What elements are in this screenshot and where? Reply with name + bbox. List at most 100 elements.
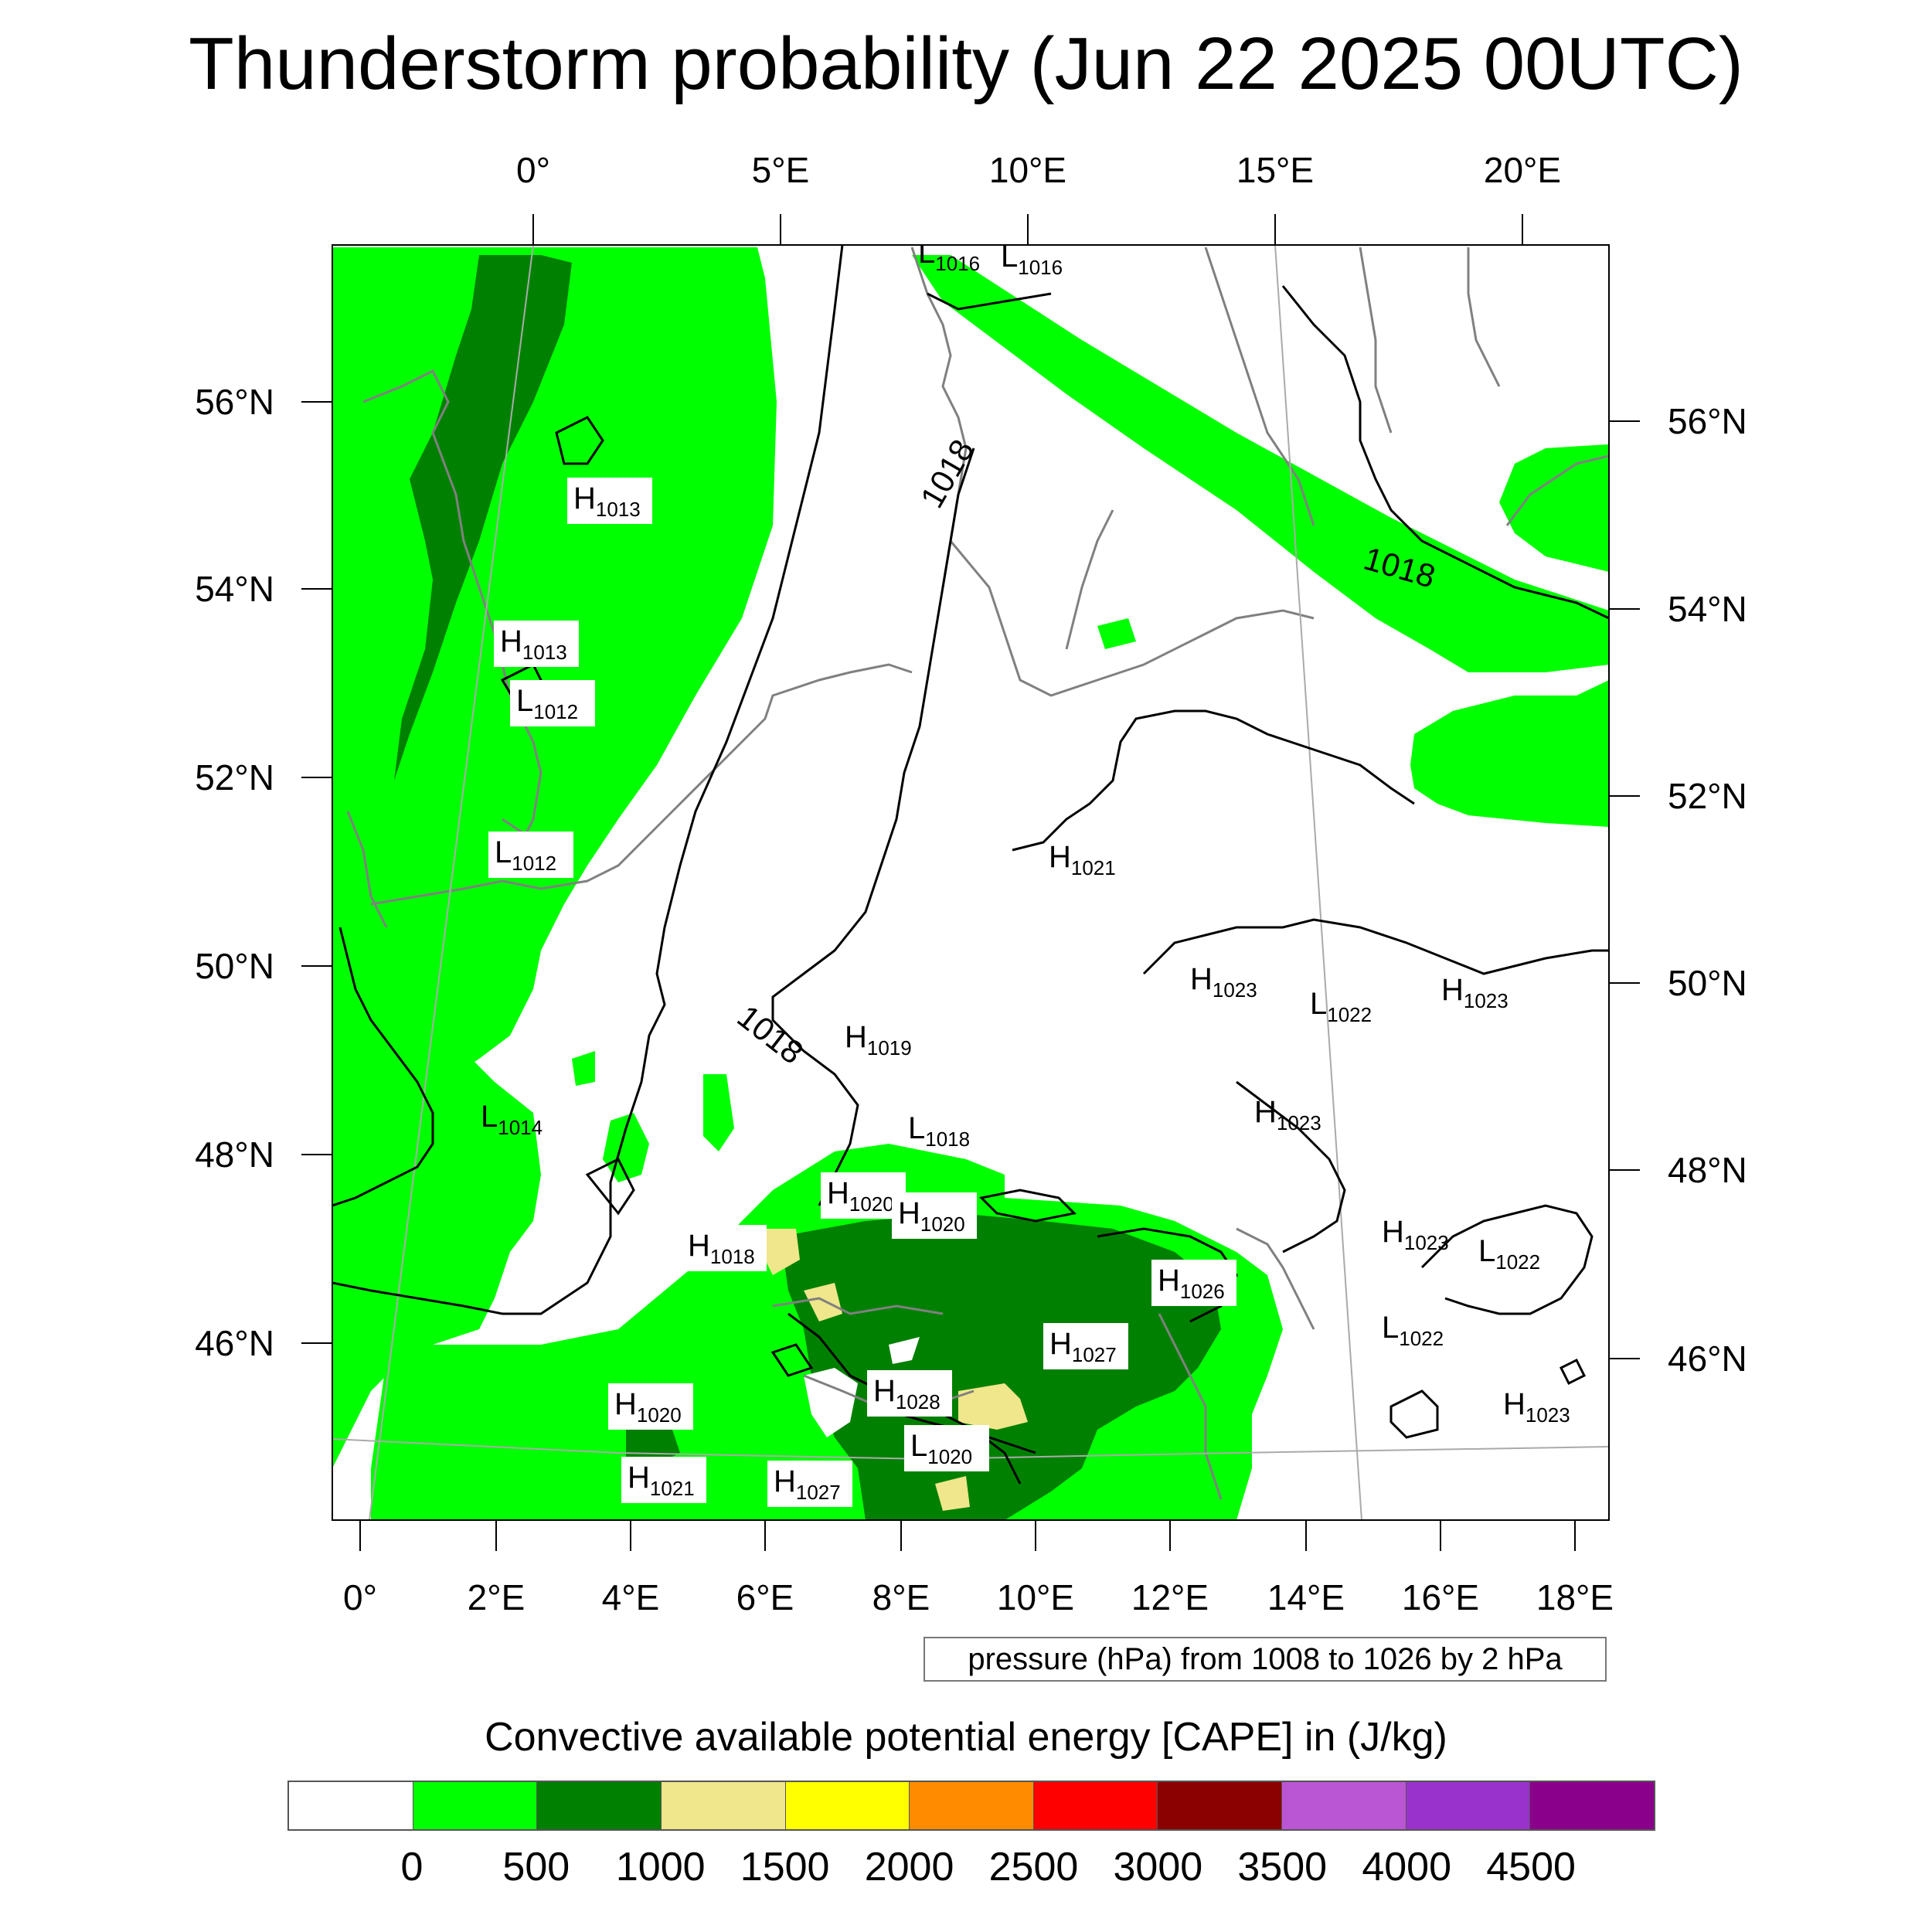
map-panel: 1018 1018 1018 L1016 L1016H1013H1013L1012… bbox=[332, 236, 1609, 1520]
high-pressure-center: H1013 bbox=[494, 621, 579, 667]
svg-text:H1023: H1023 bbox=[1190, 962, 1257, 1002]
bottom-lon-label: 10°E bbox=[997, 1577, 1074, 1617]
bottom-lon-label: 6°E bbox=[736, 1577, 794, 1617]
high-pressure-center: H1023 bbox=[1382, 1215, 1449, 1254]
bottom-lon-label: 18°E bbox=[1536, 1577, 1614, 1617]
colorbar-swatch bbox=[1033, 1782, 1158, 1829]
svg-text:H1027: H1027 bbox=[774, 1464, 841, 1504]
svg-text:H1021: H1021 bbox=[628, 1461, 695, 1500]
low-pressure-center: L1022 bbox=[1382, 1311, 1444, 1350]
svg-text:H1023: H1023 bbox=[1441, 973, 1509, 1012]
colorbar bbox=[287, 1781, 1655, 1831]
low-pressure-center: L1020 bbox=[904, 1425, 989, 1471]
high-pressure-center: H1020 bbox=[608, 1383, 693, 1430]
colorbar-label: 4500 bbox=[1486, 1845, 1576, 1889]
colorbar-label: 1000 bbox=[615, 1845, 706, 1889]
bottom-lon-label: 0° bbox=[343, 1577, 377, 1617]
svg-text:H1023: H1023 bbox=[1382, 1215, 1449, 1254]
bottom-lon-label: 14°E bbox=[1267, 1577, 1345, 1617]
svg-text:L1012: L1012 bbox=[495, 835, 556, 875]
svg-text:H1027: H1027 bbox=[1049, 1327, 1117, 1366]
cape-1000-1500-fields bbox=[765, 1229, 1028, 1511]
high-pressure-center: H1013 bbox=[567, 478, 652, 524]
svg-text:L1020: L1020 bbox=[910, 1429, 972, 1468]
colorbar-label: 500 bbox=[502, 1845, 570, 1889]
svg-text:L1016: L1016 bbox=[1001, 240, 1063, 279]
top-lon-label: 10°E bbox=[989, 150, 1066, 190]
low-pressure-center: L1018 bbox=[908, 1111, 970, 1151]
right-lat-axis: 56°N 54°N 52°N 50°N 48°N 46°N bbox=[1609, 401, 1747, 1379]
high-pressure-center: H1019 bbox=[845, 1020, 912, 1060]
svg-text:H1020: H1020 bbox=[614, 1387, 682, 1427]
high-pressure-center: H1023 bbox=[1190, 962, 1257, 1002]
svg-text:H1019: H1019 bbox=[845, 1020, 912, 1060]
low-pressure-center: L1012 bbox=[488, 832, 573, 878]
colorbar-swatch bbox=[1406, 1782, 1531, 1829]
svg-text:H1021: H1021 bbox=[1049, 840, 1116, 879]
svg-text:H1023: H1023 bbox=[1254, 1095, 1321, 1134]
colorbar-swatch bbox=[1282, 1782, 1406, 1829]
top-lon-label: 5°E bbox=[752, 150, 810, 190]
low-pressure-center: L1016 bbox=[918, 236, 980, 275]
svg-text:H1013: H1013 bbox=[500, 624, 567, 664]
left-lat-label: 54°N bbox=[195, 569, 274, 609]
svg-text:L1022: L1022 bbox=[1310, 987, 1372, 1026]
colorbar-swatch bbox=[661, 1782, 786, 1829]
bottom-lon-label: 8°E bbox=[872, 1577, 930, 1617]
high-pressure-center: H1020 bbox=[892, 1192, 977, 1239]
pressure-note: pressure (hPa) from 1008 to 1026 by 2 hP… bbox=[923, 1637, 1607, 1682]
colorbar-swatch bbox=[1530, 1782, 1655, 1829]
right-lat-label: 48°N bbox=[1668, 1150, 1747, 1190]
svg-text:L1016: L1016 bbox=[918, 236, 980, 275]
high-pressure-center: H1021 bbox=[621, 1457, 706, 1503]
right-lat-label: 56°N bbox=[1668, 401, 1747, 441]
right-lat-label: 54°N bbox=[1668, 589, 1747, 629]
svg-text:H1013: H1013 bbox=[573, 481, 641, 521]
left-lat-axis: 56°N 54°N 52°N 50°N 48°N 46°N bbox=[195, 382, 332, 1363]
svg-text:H1020: H1020 bbox=[898, 1196, 965, 1236]
high-pressure-center: H1023 bbox=[1503, 1387, 1570, 1427]
bottom-lon-label: 16°E bbox=[1402, 1577, 1479, 1617]
colorbar-label: 2000 bbox=[864, 1845, 954, 1889]
colorbar-label: 4000 bbox=[1362, 1845, 1452, 1889]
bottom-lon-label: 12°E bbox=[1131, 1577, 1209, 1617]
colorbar-label: 3500 bbox=[1237, 1845, 1328, 1889]
top-lon-label: 20°E bbox=[1484, 150, 1561, 190]
top-lon-label: 0° bbox=[516, 150, 550, 190]
coastlines bbox=[346, 247, 1609, 1500]
svg-text:H1026: H1026 bbox=[1158, 1264, 1225, 1303]
high-pressure-center: H1027 bbox=[767, 1461, 852, 1507]
high-pressure-center: H1023 bbox=[1441, 973, 1509, 1012]
high-pressure-center: H1021 bbox=[1049, 840, 1116, 879]
svg-text:H1028: H1028 bbox=[873, 1374, 940, 1413]
isobars bbox=[332, 245, 1609, 1485]
low-pressure-center: L1022 bbox=[1310, 987, 1372, 1026]
low-pressure-center: L1016 bbox=[1001, 240, 1063, 279]
right-lat-label: 50°N bbox=[1668, 963, 1747, 1003]
top-lon-label: 15°E bbox=[1236, 150, 1314, 190]
colorbar-swatch bbox=[289, 1782, 413, 1829]
colorbar-title: Convective available potential energy [C… bbox=[485, 1715, 1447, 1760]
map-title: Thunderstorm probability (Jun 22 2025 00… bbox=[189, 22, 1743, 105]
map-frame bbox=[332, 244, 1610, 1521]
high-pressure-center: H1028 bbox=[867, 1370, 952, 1417]
high-pressure-center: H1027 bbox=[1043, 1323, 1128, 1369]
colorbar-swatch bbox=[1158, 1782, 1283, 1829]
left-lat-label: 52°N bbox=[195, 757, 274, 798]
left-lat-label: 50°N bbox=[195, 946, 274, 986]
low-pressure-center: L1012 bbox=[510, 680, 595, 726]
bottom-lon-label: 2°E bbox=[468, 1577, 526, 1617]
svg-text:H1023: H1023 bbox=[1503, 1387, 1570, 1427]
svg-text:L1022: L1022 bbox=[1478, 1234, 1540, 1274]
left-lat-label: 56°N bbox=[195, 382, 274, 422]
high-pressure-center: H1018 bbox=[682, 1225, 767, 1271]
low-pressure-center: L1014 bbox=[481, 1100, 543, 1139]
colorbar-label: 0 bbox=[400, 1845, 423, 1889]
svg-text:L1014: L1014 bbox=[481, 1100, 543, 1139]
svg-text:L1012: L1012 bbox=[516, 684, 578, 723]
high-pressure-center: H1023 bbox=[1254, 1095, 1321, 1134]
top-lon-axis: 0° 5°E 10°E 15°E 20°E bbox=[516, 150, 1561, 245]
right-lat-label: 52°N bbox=[1668, 776, 1747, 816]
svg-text:L1018: L1018 bbox=[908, 1111, 970, 1151]
